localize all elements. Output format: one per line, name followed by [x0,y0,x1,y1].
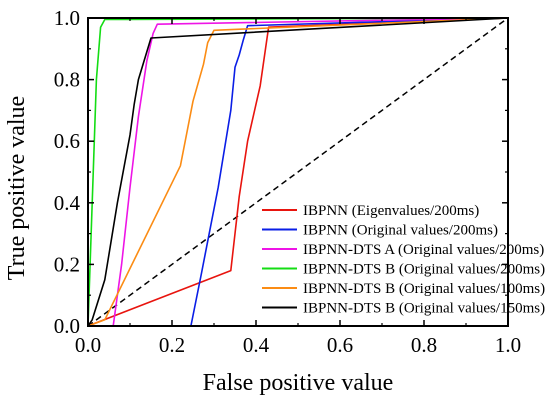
axes: 0.0 0.2 0.4 0.6 0.8 1.0 0.0 0.2 0.4 0.6 0.8 1.0 [54,6,521,357]
y-tick-label: 0.8 [54,68,80,92]
y-tick-label: 1.0 [54,6,80,30]
series-line-5 [87,17,509,327]
x-tick-label: 0.2 [159,333,185,357]
x-tick-label: 0.0 [75,333,101,357]
legend-label-5: IBPNN-DTS B (Original values/100ms) [303,281,545,297]
legend-label-4: IBPNN-DTS B (Original values/200ms) [303,262,545,278]
legend-label-6: IBPNN-DTS B (Original values/150ms) [303,301,545,317]
x-tick-label: 0.4 [243,333,270,357]
x-tick-label: 0.8 [411,333,437,357]
y-tick-label: 0.2 [54,252,80,276]
legend-label-1: IBPNN (Eigenvalues/200ms) [303,203,479,219]
y-tick-label: 0.6 [54,129,80,153]
legend-label-3: IBPNN-DTS A (Original values/200ms) [303,242,544,258]
x-axis-label: False positive value [203,370,394,396]
y-tick-label: 0.0 [54,314,80,338]
y-axis-label: True positive value [4,96,30,280]
reference-diagonal-line [87,17,509,327]
series-line-6 [87,17,509,327]
plot-area [87,17,509,327]
legend: IBPNN (Eigenvalues/200ms) IBPNN (Original… [262,203,545,317]
x-tick-label: 0.6 [327,333,353,357]
y-tick-label: 0.4 [54,191,81,215]
legend-label-2: IBPNN (Original values/200ms) [303,223,498,239]
series-line-3 [88,17,509,327]
x-tick-label: 1.0 [495,333,521,357]
series-line-1 [87,17,509,327]
